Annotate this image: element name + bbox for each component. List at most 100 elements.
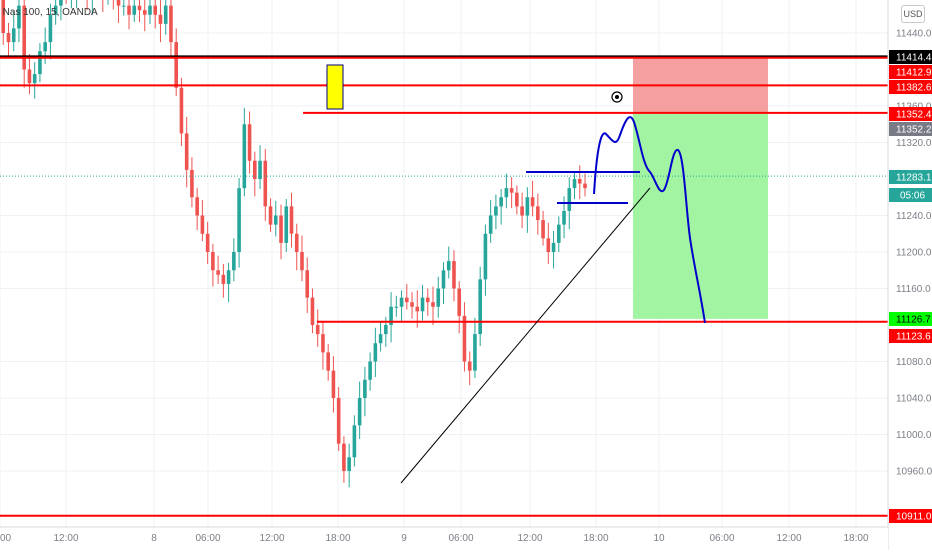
candle	[153, 0, 158, 29]
candle	[102, 0, 104, 13]
x-tick-label: 12:00	[259, 533, 284, 544]
candle	[221, 263, 226, 298]
candle	[32, 62, 37, 99]
price-tag[interactable]: 11412.9	[889, 65, 932, 79]
price-tag[interactable]: 11414.4	[889, 50, 932, 64]
x-tick-label: 18:00	[325, 533, 350, 544]
price-tag[interactable]: 10911.0	[889, 509, 932, 523]
candle	[211, 243, 215, 287]
candle	[27, 53, 32, 95]
price-tag[interactable]: 11382.6	[889, 80, 932, 94]
trend-line[interactable]	[400, 187, 651, 484]
candle	[515, 185, 519, 215]
candle	[273, 200, 278, 237]
x-tick-label: 18:00	[843, 533, 868, 544]
x-tick-label: 06:00	[709, 533, 734, 544]
candle	[572, 171, 577, 200]
candle	[268, 198, 273, 232]
y-tick-label: 11080.0	[896, 357, 932, 368]
price-tag[interactable]: 11283.1	[889, 170, 932, 184]
price-tag[interactable]: 11126.7	[889, 312, 932, 326]
candle	[258, 145, 262, 190]
candle	[494, 194, 498, 230]
time-axis[interactable]	[0, 527, 888, 550]
candle	[132, 0, 137, 23]
candle	[536, 193, 540, 235]
candle	[556, 216, 561, 252]
candle	[368, 352, 372, 391]
price-tag[interactable]: 11352.4	[889, 107, 932, 121]
svg-text:11123.6: 11123.6	[896, 332, 931, 343]
candles	[1, 0, 587, 488]
currency-button[interactable]: USD	[901, 5, 925, 23]
candle	[142, 0, 147, 32]
svg-text:11414.4: 11414.4	[896, 53, 932, 64]
y-tick-label: 11440.0	[896, 29, 932, 40]
candle	[525, 187, 530, 233]
candle	[38, 43, 42, 83]
x-tick-label: 06:00	[195, 533, 220, 544]
x-tick-label: 10	[653, 533, 665, 544]
candle	[541, 210, 545, 246]
candle	[6, 22, 11, 59]
candle	[431, 286, 435, 325]
drawings	[326, 64, 706, 484]
y-tick-label: 10960.0	[896, 467, 932, 478]
candle	[551, 231, 556, 269]
x-tick-label: 9	[401, 533, 407, 544]
candle	[321, 322, 325, 370]
candle	[509, 177, 514, 209]
x-tick-label: 8	[151, 533, 157, 544]
candle	[190, 157, 194, 208]
x-tick-label: 00	[0, 533, 12, 544]
candle	[520, 192, 524, 229]
candle	[294, 223, 299, 271]
candle	[22, 0, 27, 88]
candle	[310, 288, 315, 334]
svg-text:11412.9: 11412.9	[896, 68, 932, 79]
candle	[1, 0, 6, 45]
candle	[546, 222, 551, 264]
candle	[200, 199, 205, 242]
y-tick-label: 11000.0	[896, 430, 932, 441]
candle	[399, 290, 404, 322]
candle	[530, 180, 535, 217]
svg-text:11352.2: 11352.2	[896, 125, 932, 136]
y-tick-label: 11040.0	[896, 394, 932, 405]
candle	[410, 292, 414, 319]
candle	[583, 173, 587, 197]
candle	[86, 0, 88, 11]
candle	[446, 246, 451, 279]
candle	[478, 266, 482, 346]
candle	[378, 322, 383, 352]
candle	[216, 255, 220, 284]
candle	[488, 199, 493, 243]
candle	[425, 288, 430, 316]
candle	[467, 351, 472, 386]
forecast-path[interactable]	[593, 116, 706, 324]
candle	[237, 178, 241, 268]
target-icon[interactable]	[611, 91, 623, 103]
candle	[436, 276, 441, 318]
horizontal-levels	[0, 55, 888, 517]
candle	[373, 327, 378, 378]
x-tick-label: 12:00	[517, 533, 542, 544]
candle	[242, 107, 247, 197]
take-profit-zone[interactable]	[633, 112, 768, 319]
price-tag[interactable]: 11123.6	[889, 329, 932, 343]
price-tag[interactable]: 11352.2	[889, 122, 932, 136]
candle	[179, 77, 184, 147]
x-tick-label: 12:00	[776, 533, 801, 544]
y-tick-label: 11200.0	[896, 248, 932, 259]
countdown-tag: 05:06	[889, 188, 932, 202]
candle	[247, 111, 252, 174]
highlight-box[interactable]	[326, 64, 344, 110]
candle	[226, 262, 231, 303]
candle	[163, 0, 168, 35]
candle	[76, 0, 78, 9]
candle	[352, 415, 357, 467]
candle	[347, 443, 351, 488]
candle	[483, 224, 488, 296]
